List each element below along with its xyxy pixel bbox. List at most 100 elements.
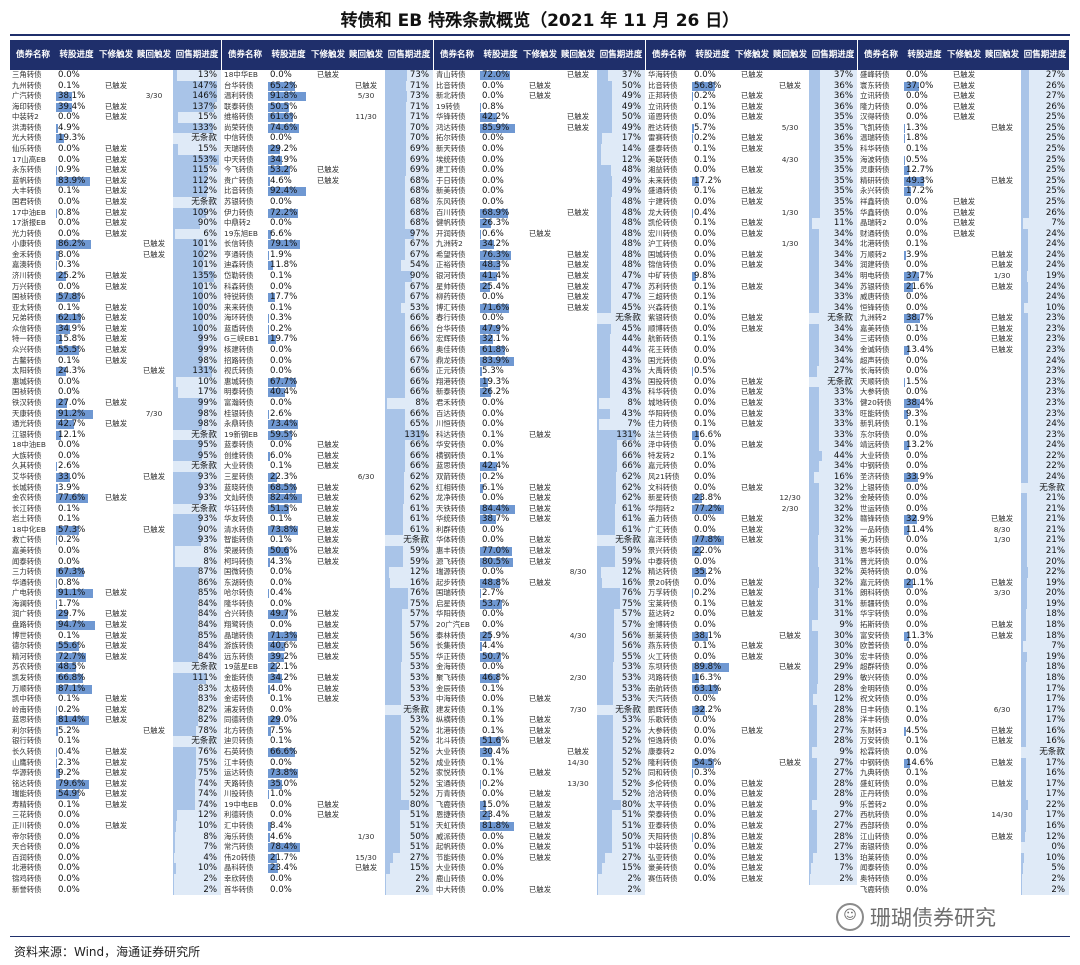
cell-value: 77.0%: [482, 546, 510, 557]
conversion-progress-cell: 0.1%: [480, 684, 521, 695]
table-row: 常汽转债 78.4% 51%: [222, 842, 433, 853]
table-row: 贵广转债 4.6% 已触发 68%: [222, 175, 433, 187]
redemption-trigger-cell: [347, 271, 385, 282]
putback-progress-bar: [597, 260, 612, 271]
putback-progress-bar: [1021, 228, 1029, 240]
cell-value: 44%: [621, 334, 641, 345]
table-row: 中装转债 0.0% 已触发 27%: [646, 842, 857, 853]
redemption-trigger-cell: [347, 313, 385, 324]
redemption-trigger-cell: [771, 525, 809, 536]
cell-value: 0.1%: [482, 757, 504, 768]
cell-value: 0.0%: [270, 345, 292, 356]
table-row: 晋光转债 0.0% 20%: [858, 556, 1069, 568]
putback-progress-bar: [173, 144, 178, 155]
table-row: 青山转债 72.0% 已触发 37%: [434, 70, 645, 81]
downward-trigger-cell: 已触发: [104, 175, 128, 185]
cell-value: 6.6%: [270, 228, 292, 239]
putback-progress-bar: [809, 598, 819, 610]
conversion-progress-cell: 0.1%: [480, 430, 521, 441]
putback-progress-bar: [173, 260, 204, 271]
cell-value: 34.2%: [482, 239, 510, 250]
redemption-trigger-cell: [347, 398, 385, 409]
putback-progress-bar: [809, 863, 812, 874]
table-row: 寿精转债 0.1% 已触发 74%: [10, 799, 221, 811]
table-row: 三花转债 0.0% 12%: [10, 810, 221, 822]
conversion-progress-cell: 0.0%: [692, 800, 733, 811]
downward-trigger-cell: [945, 567, 983, 578]
cell-value: 52%: [621, 757, 641, 768]
putback-progress-cell: 55%: [385, 651, 433, 663]
cell-value: 55.6%: [58, 641, 86, 652]
redemption-trigger-cell: [771, 218, 809, 229]
putback-progress-bar: [809, 355, 820, 367]
putback-progress-bar: [173, 419, 203, 430]
conversion-progress-cell: 0.0%: [692, 112, 733, 123]
downward-trigger-cell: [733, 504, 771, 515]
table-row: 救亡转债 0.2% 93%: [10, 535, 221, 547]
putback-progress-bar: [597, 778, 613, 790]
cell-value: 31%: [833, 546, 853, 557]
bond-name-cell: 中装转2: [12, 112, 39, 122]
cell-value: 25.4%: [482, 281, 510, 292]
conversion-progress-cell: 34.2%: [480, 239, 521, 250]
putback-progress-cell: 29%: [809, 672, 857, 684]
conversion-progress-cell: 0.0%: [268, 197, 309, 208]
cell-value: 52%: [409, 778, 429, 789]
table-row: 威派转债 0.0% 已触发 50%: [434, 831, 645, 843]
cell-value: 22.3%: [270, 471, 298, 482]
putback-progress-cell: 84%: [173, 598, 221, 610]
downward-trigger-cell: [309, 102, 347, 113]
putback-progress-cell: 99%: [173, 345, 221, 356]
conversion-progress-bar: [904, 250, 906, 260]
redemption-trigger-cell: [559, 514, 597, 525]
putback-progress-bar: [385, 186, 406, 197]
putback-progress-bar: [597, 154, 601, 166]
cell-value: 98%: [197, 419, 217, 430]
conversion-progress-bar: [904, 187, 912, 197]
conversion-progress-cell: 0.0%: [268, 758, 309, 769]
putback-progress-bar: [597, 662, 613, 673]
putback-progress-bar: [809, 662, 818, 673]
cell-value: 10%: [197, 863, 217, 874]
downward-trigger-cell: [309, 239, 347, 250]
cell-value: 95%: [197, 450, 217, 461]
downward-trigger-cell: [733, 567, 771, 578]
redemption-trigger-cell: [771, 652, 809, 663]
putback-progress-bar: [809, 609, 819, 621]
downward-trigger-cell: [521, 303, 559, 314]
table-row: 岭南转债 0.2% 已触发 82%: [10, 704, 221, 716]
cell-value: 50%: [409, 831, 429, 842]
putback-progress-bar: [1021, 630, 1027, 642]
downward-trigger-cell: [97, 472, 135, 483]
conversion-progress-bar: [268, 176, 270, 186]
redemption-trigger-cell: 3/30: [145, 91, 163, 101]
putback-progress-cell: 131%: [597, 429, 645, 441]
redemption-trigger-cell: [983, 186, 1021, 197]
redemption-trigger-cell: [135, 70, 173, 81]
cell-value: 0.0%: [58, 831, 80, 842]
putback-progress-bar: [809, 778, 818, 790]
table-row: 上银转债 0.0% 无条款: [858, 482, 1069, 494]
cell-value: 34%: [833, 440, 853, 451]
bond-name-cell: 九州转债: [12, 80, 42, 90]
putback-progress-bar: [173, 482, 201, 494]
putback-progress-bar: [1021, 260, 1029, 271]
conversion-progress-cell: 0.0%: [268, 282, 309, 293]
conversion-progress-bar: [56, 684, 92, 694]
conversion-progress-cell: 0.0%: [904, 535, 945, 546]
redemption-trigger-cell: [983, 366, 1021, 377]
table-row: 利群转债 0.0% 61%: [434, 524, 645, 536]
conversion-progress-bar: [56, 240, 92, 250]
putback-progress-bar: [809, 471, 814, 483]
cell-value: 0.0%: [694, 651, 716, 662]
downward-trigger-cell: [309, 662, 347, 673]
conversion-progress-cell: 0.2%: [692, 588, 733, 599]
redemption-trigger-cell: [983, 218, 1021, 229]
conversion-progress-cell: 0.0%: [692, 789, 733, 800]
downward-trigger-cell: 已触发: [104, 144, 128, 154]
cell-value: 23%: [1045, 376, 1065, 387]
bond-name-cell: 威派转债: [436, 831, 466, 841]
cell-value: 0.0%: [482, 493, 504, 504]
downward-trigger-cell: [945, 588, 983, 599]
conversion-progress-cell: 0.0%: [268, 874, 309, 885]
